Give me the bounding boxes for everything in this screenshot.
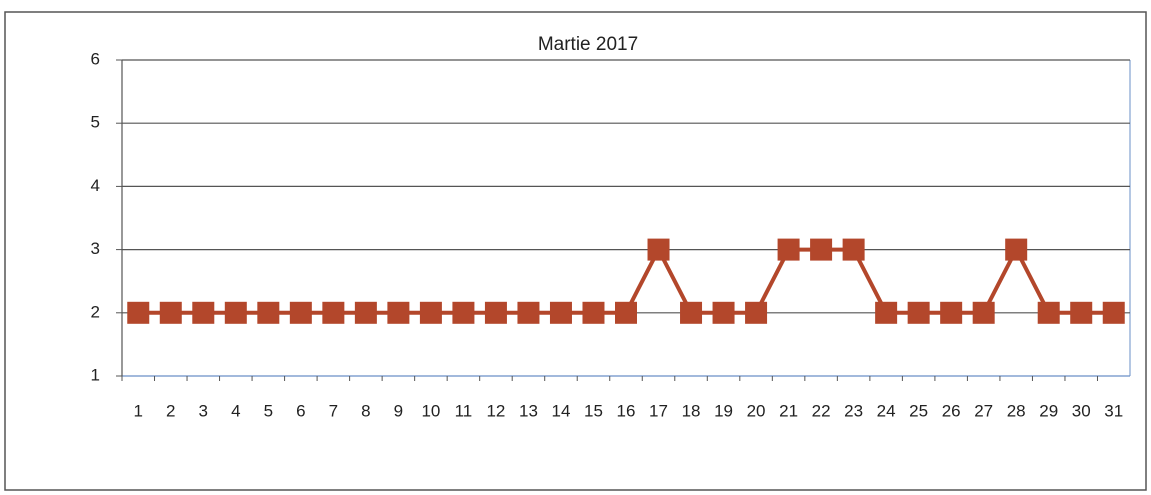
x-tick-label: 29 — [1039, 401, 1058, 420]
marker — [615, 301, 637, 324]
x-tick-label: 14 — [552, 401, 571, 420]
marker — [972, 301, 995, 324]
x-tick-label: 31 — [1104, 401, 1123, 420]
marker — [419, 301, 442, 324]
marker — [777, 238, 800, 261]
marker — [582, 301, 605, 324]
marker — [257, 301, 280, 324]
marker — [680, 301, 703, 324]
x-tick-label: 12 — [486, 401, 505, 420]
x-tick-label: 28 — [1007, 401, 1026, 420]
marker — [452, 301, 475, 324]
x-tick-label: 30 — [1072, 401, 1091, 420]
x-tick-label: 23 — [844, 401, 863, 420]
x-tick-label: 21 — [779, 401, 798, 420]
x-tick-label: 9 — [394, 401, 403, 420]
x-tick-label: 27 — [974, 401, 993, 420]
marker — [354, 301, 377, 324]
marker — [549, 301, 572, 324]
x-tick-label: 5 — [264, 401, 273, 420]
x-tick-label: 6 — [296, 401, 305, 420]
marker — [517, 301, 540, 324]
marker — [940, 301, 963, 324]
marker — [484, 301, 507, 324]
x-tick-label: 3 — [199, 401, 208, 420]
x-tick-label: 26 — [942, 401, 961, 420]
chart-title: Martie 2017 — [538, 34, 638, 55]
marker — [1102, 301, 1125, 324]
marker — [875, 301, 898, 324]
x-tick-label: 11 — [455, 401, 473, 420]
x-tick-label: 25 — [909, 401, 928, 420]
marker — [907, 301, 930, 324]
marker — [745, 301, 768, 324]
marker — [192, 301, 215, 324]
x-tick-label: 1 — [134, 401, 143, 420]
marker — [289, 301, 312, 324]
x-tick-label: 7 — [329, 401, 338, 420]
marker — [159, 301, 182, 324]
marker — [127, 301, 150, 324]
marker — [842, 238, 865, 261]
y-tick-label: 1 — [91, 365, 100, 384]
marker — [224, 301, 247, 324]
marker — [1070, 301, 1093, 324]
x-tick-label: 22 — [812, 401, 831, 420]
marker — [647, 238, 670, 261]
x-tick-label: 17 — [649, 401, 668, 420]
x-tick-label: 2 — [166, 401, 175, 420]
marker — [387, 301, 410, 324]
x-tick-label: 13 — [519, 401, 538, 420]
marker — [1005, 238, 1028, 261]
y-tick-label: 3 — [91, 239, 100, 258]
x-tick-label: 16 — [617, 401, 636, 420]
y-tick-label: 5 — [91, 113, 100, 132]
x-tick-label: 15 — [584, 401, 603, 420]
x-tick-label: 4 — [231, 401, 240, 420]
marker — [712, 301, 735, 324]
y-tick-label: 4 — [91, 176, 100, 195]
y-tick-label: 2 — [91, 302, 100, 321]
x-tick-label: 18 — [682, 401, 701, 420]
x-tick-label: 24 — [877, 401, 896, 420]
marker — [810, 238, 833, 261]
x-tick-label: 10 — [421, 401, 440, 420]
x-tick-label: 8 — [361, 401, 370, 420]
x-tick-label: 20 — [747, 401, 766, 420]
x-tick-label: 19 — [714, 401, 733, 420]
y-tick-label: 6 — [91, 49, 100, 68]
marker — [322, 301, 345, 324]
marker — [1037, 301, 1060, 324]
chart-frame — [4, 11, 1147, 491]
